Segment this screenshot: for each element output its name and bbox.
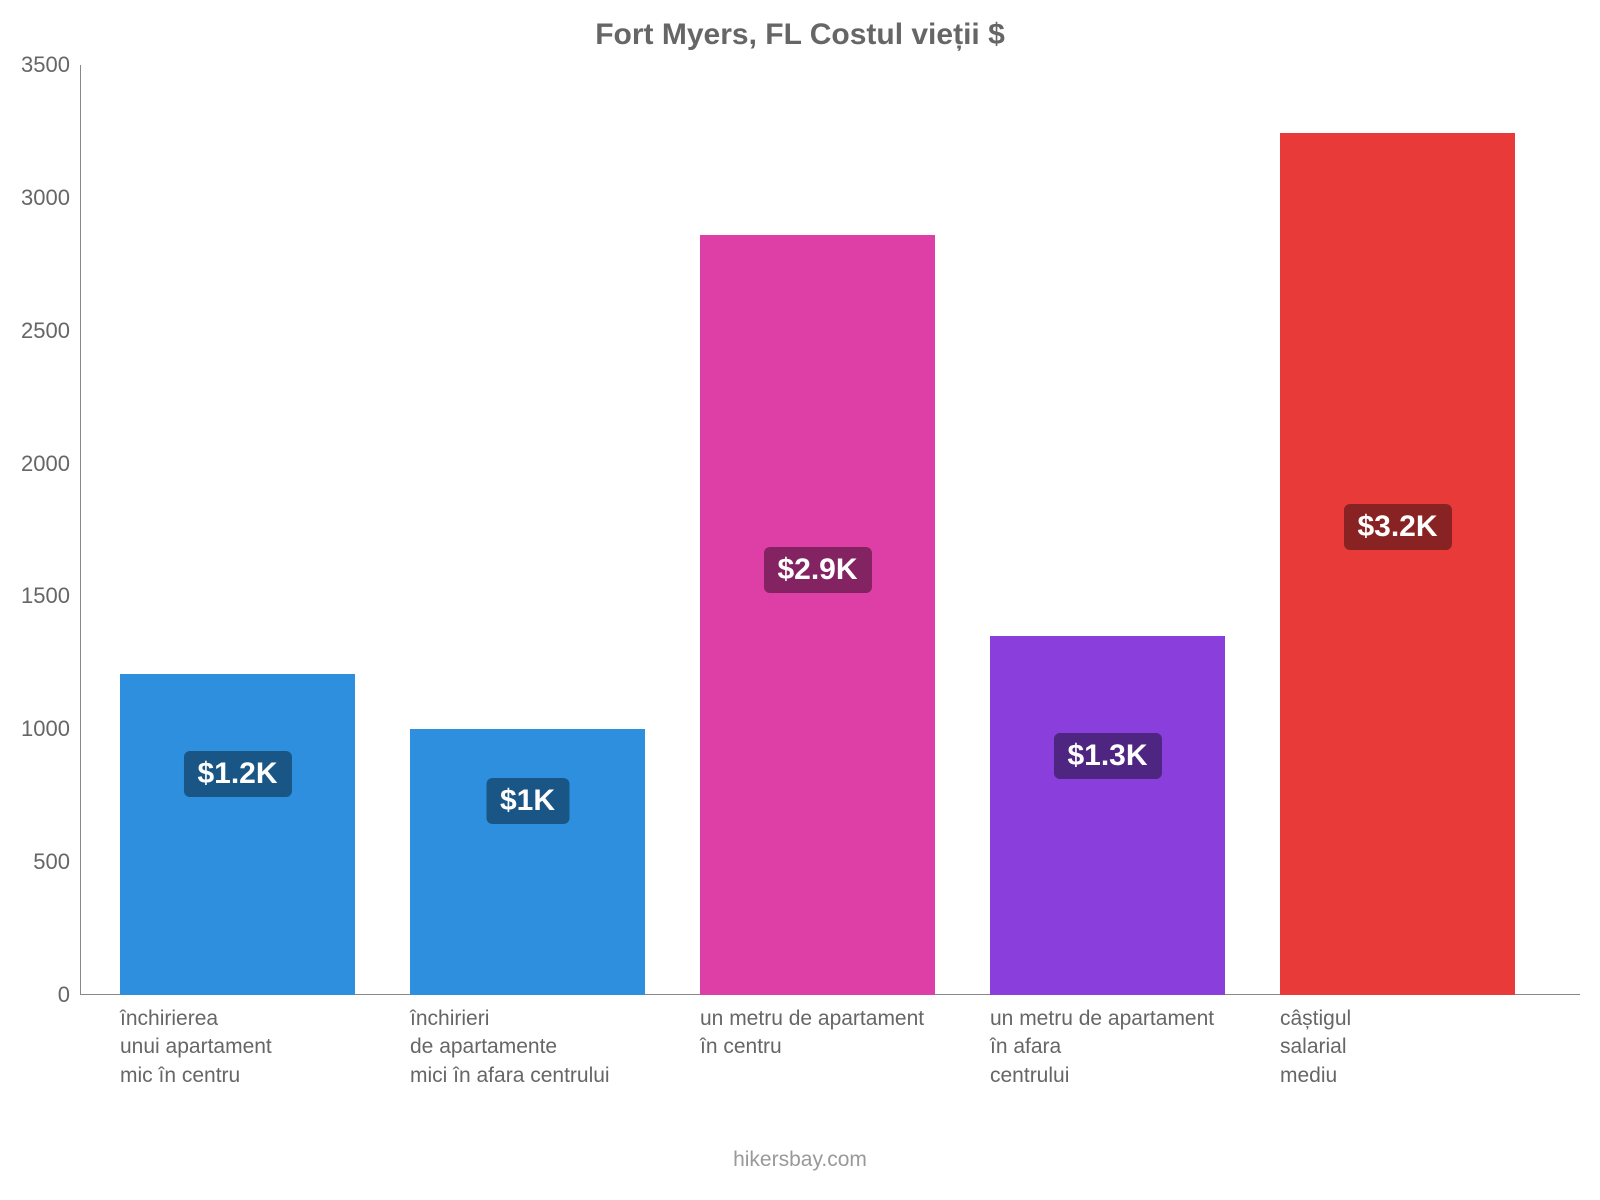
bar xyxy=(1280,133,1515,995)
bar xyxy=(410,729,645,995)
plot-area: 0500100015002000250030003500$1.2K$1K$2.9… xyxy=(80,65,1580,995)
bar xyxy=(120,674,355,996)
x-category-label: închirieri de apartamente mici în afara … xyxy=(410,1005,610,1090)
bar-value-label: $2.9K xyxy=(763,547,871,593)
chart-title: Fort Myers, FL Costul vieții $ xyxy=(0,18,1600,52)
x-category-label: închirierea unui apartament mic în centr… xyxy=(120,1005,272,1090)
bar xyxy=(700,235,935,995)
y-tick-label: 0 xyxy=(20,982,70,1008)
x-category-label: câștigul salarial mediu xyxy=(1280,1005,1351,1090)
y-tick-label: 3500 xyxy=(20,52,70,78)
y-tick-label: 500 xyxy=(20,849,70,875)
bar-value-label: $1K xyxy=(486,778,569,824)
y-tick-label: 1000 xyxy=(20,716,70,742)
bar-value-label: $3.2K xyxy=(1343,504,1451,550)
x-category-label: un metru de apartament în afara centrulu… xyxy=(990,1005,1214,1090)
bar-value-label: $1.3K xyxy=(1053,733,1161,779)
chart-footer: hikersbay.com xyxy=(0,1148,1600,1172)
y-tick-label: 1500 xyxy=(20,583,70,609)
bar xyxy=(990,636,1225,995)
y-tick-label: 3000 xyxy=(20,185,70,211)
y-axis-line xyxy=(80,65,81,995)
y-tick-label: 2500 xyxy=(20,318,70,344)
chart-container: Fort Myers, FL Costul vieții $ 0 500 1000 1… xyxy=(0,0,1600,1200)
x-category-label: un metru de apartament în centru xyxy=(700,1005,924,1062)
y-tick-label: 2000 xyxy=(20,451,70,477)
bar-value-label: $1.2K xyxy=(183,751,291,797)
